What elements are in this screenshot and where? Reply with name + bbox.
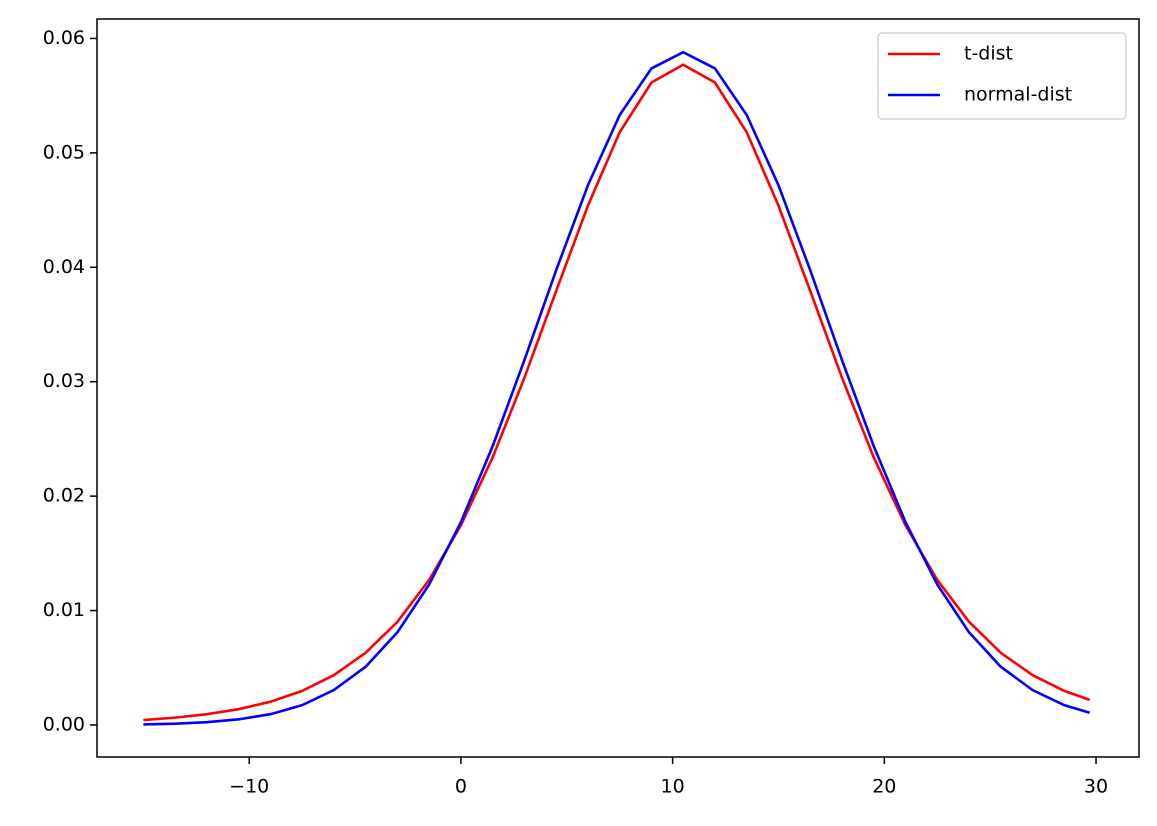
- legend-label: t-dist: [964, 43, 1013, 65]
- x-tick-label: 30: [1084, 776, 1108, 798]
- y-tick-label: 0.01: [43, 599, 85, 621]
- line: [143, 63, 1091, 722]
- y-tick-label: 0.04: [43, 256, 85, 278]
- y-tick-label: 0.02: [43, 485, 85, 507]
- y-tick-label: 0.00: [43, 713, 85, 735]
- line: [143, 50, 1091, 726]
- y-tick-label: 0.06: [43, 27, 85, 49]
- legend-label: normal-dist: [964, 84, 1072, 106]
- plot-frame: [96, 18, 1140, 758]
- y-tick-label: 0.05: [43, 141, 85, 163]
- x-tick-label: 10: [661, 776, 685, 798]
- x-tick-label: 0: [455, 776, 467, 798]
- x-tick-label: −10: [229, 776, 269, 798]
- x-tick-label: 20: [872, 776, 896, 798]
- y-tick-label: 0.03: [43, 370, 85, 392]
